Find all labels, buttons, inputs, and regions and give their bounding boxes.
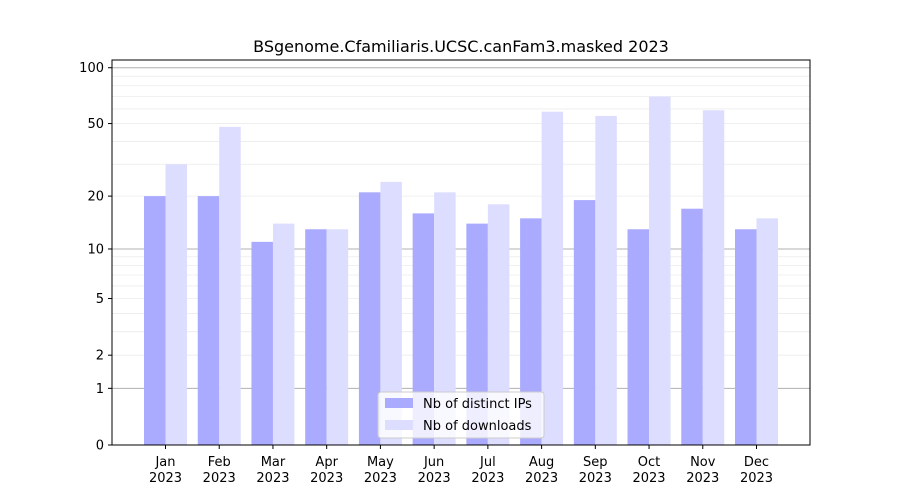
bar-distinct-ips [466, 223, 488, 445]
bar-downloads [380, 181, 402, 446]
x-tick-label-month: Feb [208, 455, 231, 470]
x-tick-label-month: Oct [638, 455, 660, 470]
x-axis: Jan2023Feb2023Mar2023Apr2023May2023Jun20… [149, 445, 773, 486]
legend-label-downloads: Nb of downloads [423, 419, 532, 434]
x-tick-label-year: 2023 [471, 471, 504, 486]
bar-distinct-ips [144, 196, 166, 445]
x-tick-label-year: 2023 [525, 471, 558, 486]
bar-downloads [272, 223, 295, 445]
bar-downloads [219, 126, 241, 445]
bar-distinct-ips [681, 208, 703, 445]
legend-label-ips: Nb of distinct IPs [423, 397, 532, 412]
x-tick-label-month: Sep [583, 455, 608, 470]
x-tick-label-year: 2023 [579, 471, 612, 486]
x-tick-label-month: Mar [261, 455, 286, 470]
x-tick-label-month: Apr [315, 455, 338, 470]
bar-downloads [649, 96, 671, 445]
x-tick-label-month: Jan [154, 455, 175, 470]
bar-distinct-ips [358, 192, 381, 445]
y-tick-label: 0 [96, 439, 104, 454]
x-tick-label-month: Dec [744, 455, 769, 470]
bar-downloads [756, 218, 778, 445]
bar-downloads [487, 204, 510, 445]
x-tick-label-year: 2023 [310, 471, 343, 486]
x-tick-label-year: 2023 [740, 471, 773, 486]
bar-downloads [165, 164, 187, 445]
legend-swatch-downloads [385, 420, 413, 430]
bar-distinct-ips [305, 229, 327, 445]
x-tick-label-month: Jul [479, 455, 496, 470]
bar-downloads [541, 111, 564, 445]
x-tick-label-year: 2023 [632, 471, 665, 486]
bars [144, 96, 778, 446]
bar-distinct-ips [627, 229, 650, 445]
y-tick-label: 20 [87, 190, 104, 205]
x-tick-label-month: Nov [690, 455, 716, 470]
plot-frame [111, 59, 811, 446]
chart-title: BSgenome.Cfamiliaris.UCSC.canFam3.masked… [253, 37, 669, 56]
y-tick-label: 10 [87, 242, 104, 257]
y-axis: 0 1 2 5 10 20 50 100 [79, 61, 112, 454]
bar-distinct-ips [197, 196, 220, 445]
x-tick-label-month: Jun [423, 455, 444, 470]
bar-distinct-ips [573, 200, 596, 445]
y-tick-label: 2 [96, 349, 104, 364]
x-tick-label-year: 2023 [364, 471, 397, 486]
bar-distinct-ips [412, 213, 435, 445]
y-tick-label: 1 [96, 382, 104, 397]
bar-distinct-ips [251, 241, 273, 445]
y-tick-label: 5 [96, 292, 104, 307]
bar-distinct-ips [735, 229, 757, 445]
legend-swatch-ips [385, 398, 413, 408]
bar-downloads [702, 110, 725, 445]
y-tick-label: 50 [87, 117, 104, 132]
legend: Nb of distinct IPs Nb of downloads [377, 391, 545, 439]
x-tick-label-month: May [367, 455, 394, 470]
x-tick-label-year: 2023 [149, 471, 182, 486]
x-tick-label-year: 2023 [256, 471, 289, 486]
x-tick-label-year: 2023 [418, 471, 451, 486]
y-tick-label: 100 [79, 61, 104, 76]
bar-downloads [595, 115, 617, 445]
bar-downloads [434, 192, 456, 445]
legend-box [377, 391, 545, 439]
x-tick-label-year: 2023 [203, 471, 236, 486]
x-tick-label-year: 2023 [686, 471, 719, 486]
bar-downloads [326, 229, 349, 445]
bar-distinct-ips [520, 218, 542, 445]
x-tick-label-month: Aug [529, 455, 554, 470]
